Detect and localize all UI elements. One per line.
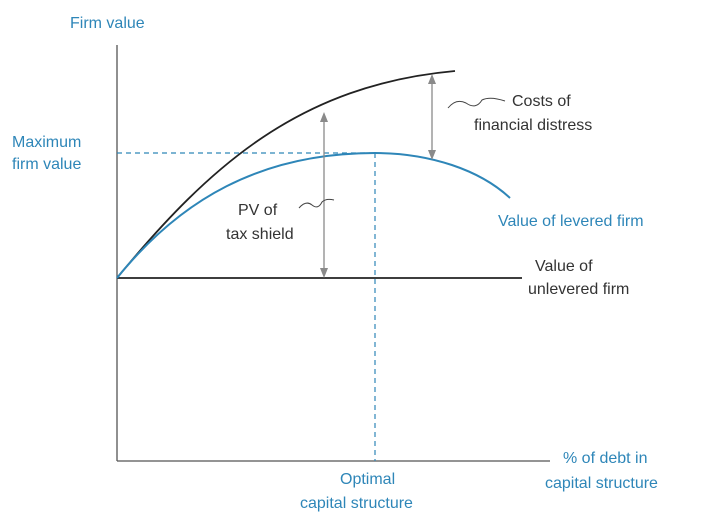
costs-label-line1: Costs of [512,93,571,110]
pv-leader-squiggle [298,198,335,209]
unlevered-label-line2: unlevered firm [528,281,629,298]
max-value-label-line2: firm value [12,156,81,173]
optimal-label-line1: Optimal [340,471,395,488]
levered-firm-label: Value of levered firm [498,213,644,230]
max-value-label-line1: Maximum [12,134,81,151]
tax-shield-curve [116,70,456,279]
levered-firm-curve [116,151,511,279]
unlevered-label-line1: Value of [535,258,593,275]
costs-label-line2: financial distress [474,117,592,134]
y-axis-label: Firm value [70,15,145,32]
optimal-label-line2: capital structure [300,495,413,512]
pv-label-line2: tax shield [226,226,294,243]
costs-leader-squiggle [447,97,506,109]
x-axis-label-line2: capital structure [545,475,658,492]
pv-label-line1: PV of [238,202,278,219]
x-axis-label-line1: % of debt in [563,450,648,467]
